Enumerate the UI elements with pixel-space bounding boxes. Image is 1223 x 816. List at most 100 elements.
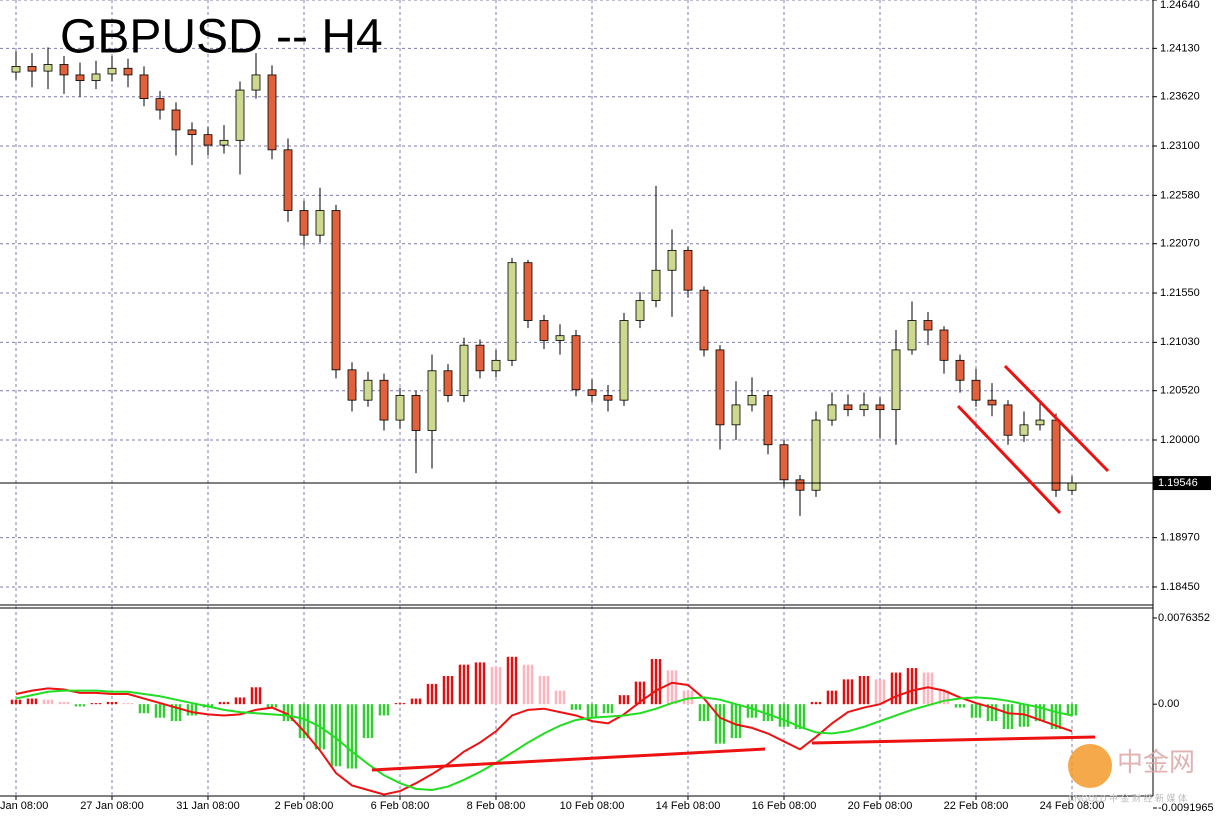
y-tick-label: 1.18970 <box>1160 532 1200 544</box>
candle-body <box>667 249 677 271</box>
candle-body <box>347 369 357 401</box>
candle-body <box>555 335 565 341</box>
trendline <box>1003 364 1110 473</box>
x-tick-label: 6 Feb 08:00 <box>371 800 430 812</box>
trendline <box>371 747 766 772</box>
candle-body <box>891 349 901 411</box>
candle-body <box>507 262 517 361</box>
y-tick-label: 1.22070 <box>1160 238 1200 250</box>
candle-body <box>699 289 709 351</box>
candle-body <box>123 67 133 76</box>
candle-body <box>155 98 165 111</box>
watermark-subtitle: CNGOLD 中 金 财 经 新 媒 体 <box>1068 792 1187 803</box>
candle-body <box>523 262 533 321</box>
candle-body <box>811 419 821 491</box>
candle-body <box>779 444 789 481</box>
candle-body <box>187 129 197 136</box>
candle-body <box>283 149 293 211</box>
y-tick-label: 0.0076352 <box>1158 612 1210 624</box>
x-tick-label: 14 Feb 08:00 <box>656 800 721 812</box>
candle-body <box>331 210 341 371</box>
candle-body <box>539 320 549 341</box>
candle-body <box>491 359 501 372</box>
y-tick-label: 1.18450 <box>1160 581 1200 593</box>
candle-body <box>475 344 485 372</box>
candle-body <box>763 395 773 446</box>
candle-body <box>603 395 613 401</box>
candle-body <box>315 210 325 236</box>
x-tick-label: Jan 08:00 <box>0 800 48 812</box>
y-tick-label: 1.23620 <box>1160 91 1200 103</box>
candle-body <box>59 64 69 76</box>
y-tick-label: 1.21550 <box>1160 287 1200 299</box>
candle-body <box>843 404 853 411</box>
x-tick-label: 2 Feb 08:00 <box>275 800 334 812</box>
candle-body <box>27 65 37 72</box>
indicator-line <box>15 689 1073 791</box>
candle-body <box>235 89 245 141</box>
candle-body <box>1035 419 1045 426</box>
candle-body <box>971 379 981 401</box>
candle-body <box>635 300 645 321</box>
y-tick-label: 1.22580 <box>1160 189 1200 201</box>
candle-body <box>75 74 85 82</box>
candle-body <box>955 359 965 381</box>
candle-body <box>923 320 933 331</box>
candle-body <box>859 404 869 411</box>
current-price-label: 1.19546 <box>1158 477 1198 489</box>
candle-body <box>427 370 437 431</box>
candle-body <box>747 395 757 406</box>
candle-body <box>907 320 917 351</box>
x-tick-label: 27 Jan 08:00 <box>80 800 144 812</box>
x-tick-label: 8 Feb 08:00 <box>467 800 526 812</box>
candle-body <box>411 395 421 431</box>
candle-body <box>139 74 149 100</box>
indicator-line <box>15 681 1073 796</box>
y-tick-label: -0.0091965 <box>1158 802 1214 814</box>
candle-body <box>219 139 229 146</box>
candle-body <box>299 210 309 236</box>
watermark-title: 中金网 <box>1117 747 1195 777</box>
trendline <box>811 735 1096 745</box>
candle-body <box>91 73 101 82</box>
candle-body <box>987 399 997 406</box>
candle-body <box>587 389 597 396</box>
marks-layer <box>0 47 1153 796</box>
candle-body <box>171 109 181 131</box>
x-tick-label: 22 Feb 08:00 <box>944 800 1009 812</box>
candle-body <box>11 65 21 73</box>
y-tick-label: 1.23100 <box>1160 140 1200 152</box>
y-tick-label: 0.00 <box>1158 698 1179 710</box>
candle-body <box>443 370 453 396</box>
candle-body <box>731 404 741 426</box>
x-tick-label: 31 Jan 08:00 <box>176 800 240 812</box>
candle-body <box>43 64 53 72</box>
candle-body <box>379 379 389 421</box>
trendline <box>956 404 1062 515</box>
candle-body <box>251 74 261 91</box>
x-tick-label: 10 Feb 08:00 <box>560 800 625 812</box>
candle-body <box>939 329 949 361</box>
candle-body <box>619 320 629 401</box>
y-tick-label: 1.24130 <box>1160 42 1200 54</box>
candle-body <box>571 335 581 391</box>
current-price-box <box>1153 476 1211 491</box>
candle-body <box>267 74 277 151</box>
candle-body <box>107 67 117 75</box>
candle-body <box>203 134 213 146</box>
x-tick-label: 16 Feb 08:00 <box>752 800 817 812</box>
y-tick-label: 1.21030 <box>1160 336 1200 348</box>
chart-title: GBPUSD -- H4 <box>60 11 383 64</box>
candle-body <box>1067 482 1077 491</box>
candle-body <box>795 479 805 491</box>
x-tick-label: 24 Feb 08:00 <box>1040 800 1105 812</box>
candle-body <box>1019 424 1029 436</box>
candle-body <box>715 349 725 426</box>
y-tick-label: 1.24640 <box>1160 0 1200 11</box>
candle-body <box>683 249 693 291</box>
candle-body <box>651 269 661 302</box>
candle-body <box>1003 404 1013 436</box>
watermark-logo <box>1068 744 1112 788</box>
